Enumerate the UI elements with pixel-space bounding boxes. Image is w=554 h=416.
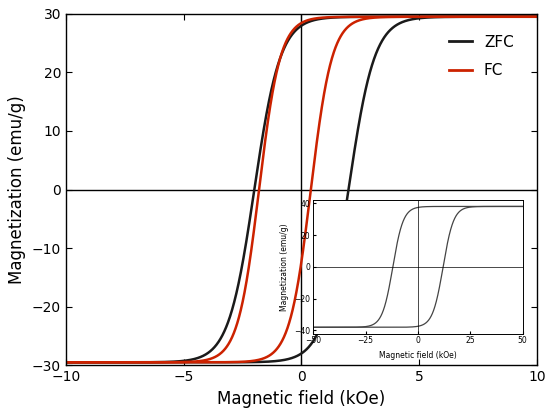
Line: FC: FC (66, 17, 537, 362)
ZFC (264, 109, 270, 114)
ZFC (63, 360, 69, 365)
Y-axis label: Magnetization (emu/g): Magnetization (emu/g) (8, 95, 27, 284)
FC (524, 14, 531, 19)
X-axis label: Magnetic field (kOe): Magnetic field (kOe) (217, 390, 386, 408)
FC (534, 14, 540, 19)
Legend: ZFC, FC: ZFC, FC (443, 29, 520, 84)
FC (243, 279, 250, 284)
ZFC (145, 360, 151, 365)
ZFC (243, 238, 250, 243)
FC (116, 360, 123, 365)
ZFC (116, 360, 123, 365)
FC (474, 14, 480, 19)
FC (145, 360, 151, 365)
ZFC (474, 14, 480, 19)
ZFC (524, 14, 531, 19)
ZFC (534, 14, 540, 19)
FC (63, 360, 69, 365)
FC (264, 125, 270, 130)
Line: ZFC: ZFC (66, 17, 537, 362)
